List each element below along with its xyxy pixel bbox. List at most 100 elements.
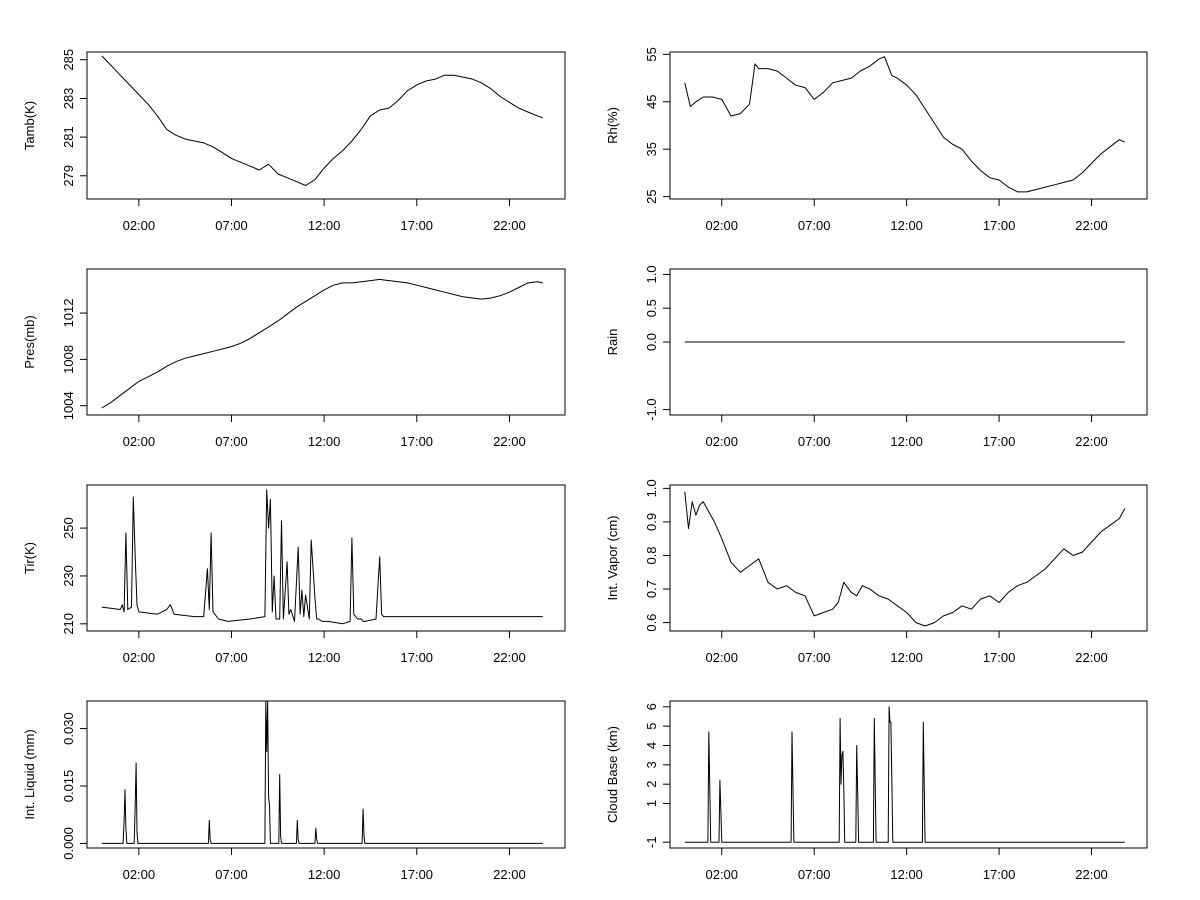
series-line-vapor [684, 491, 1126, 627]
x-tick-label: 12:00 [308, 650, 341, 665]
y-tick-label: 1.0 [644, 479, 659, 497]
panel-tamb: 02:00 07:00 12:00 17:00 22:00 279 281 283 285 Tam… [22, 49, 566, 233]
y-tick-label: 1.0 [644, 265, 659, 283]
y-axis-label: Rain [605, 329, 620, 356]
panel-pres: 02:00 07:00 12:00 17:00 22:00 1004 1008 1012 Pre… [22, 268, 566, 449]
x-tick-label: 22:00 [493, 867, 526, 882]
plot-frame-rh [669, 51, 1148, 200]
series-line-cloud [684, 706, 1125, 843]
y-tick-label: 55 [644, 47, 659, 61]
y-tick-label: 210 [61, 613, 76, 635]
x-tick-label: 07:00 [215, 650, 248, 665]
y-tick-label: -1 [644, 836, 659, 848]
x-tick-label: 02:00 [123, 650, 156, 665]
x-tick-label: 17:00 [983, 650, 1016, 665]
x-tick-label: 12:00 [308, 434, 341, 449]
y-tick-label: 0.000 [61, 827, 76, 860]
series-line-tir [101, 489, 543, 625]
x-tick-label: 07:00 [798, 218, 831, 233]
x-tick-label: 07:00 [798, 434, 831, 449]
y-tick-label: 230 [61, 565, 76, 587]
y-tick-label: -1.0 [644, 398, 659, 420]
x-tick-label: 12:00 [308, 867, 341, 882]
y-axis-label: Cloud Base (km) [605, 726, 620, 823]
x-tick-label: 02:00 [705, 867, 738, 882]
plot-frame-tir [86, 484, 566, 632]
x-tick-label: 17:00 [983, 867, 1016, 882]
y-tick-label: 0.0 [644, 333, 659, 351]
y-tick-label: 0.015 [61, 770, 76, 803]
series-line-pres [101, 278, 543, 409]
plot-frame-liquid [86, 700, 566, 849]
plot-frame-pres [86, 268, 566, 416]
x-tick-label: 22:00 [493, 218, 526, 233]
x-tick-label: 07:00 [215, 218, 248, 233]
plot-frame-tamb [86, 51, 566, 200]
x-tick-label: 17:00 [401, 650, 434, 665]
x-tick-label: 17:00 [401, 434, 434, 449]
y-tick-label: 0.7 [644, 580, 659, 598]
y-tick-label: 279 [61, 165, 76, 187]
x-tick-label: 22:00 [1075, 218, 1108, 233]
y-axis-label: Tir(K) [22, 542, 37, 574]
x-tick-label: 22:00 [1075, 867, 1108, 882]
series-line-rh [684, 56, 1126, 193]
y-tick-label: 2 [644, 781, 659, 788]
y-tick-label: 0.6 [644, 614, 659, 632]
x-tick-label: 02:00 [123, 218, 156, 233]
x-tick-label: 02:00 [705, 650, 738, 665]
y-tick-label: 35 [644, 142, 659, 156]
x-tick-label: 07:00 [798, 650, 831, 665]
y-tick-label: 283 [61, 88, 76, 110]
y-tick-label: 0.030 [61, 712, 76, 745]
y-tick-label: 3 [644, 761, 659, 768]
y-tick-label: 1004 [61, 391, 76, 420]
x-tick-label: 22:00 [1075, 434, 1108, 449]
x-tick-label: 07:00 [215, 434, 248, 449]
y-tick-label: 285 [61, 49, 76, 71]
x-tick-label: 07:00 [798, 867, 831, 882]
y-tick-label: 25 [644, 189, 659, 203]
y-tick-label: 250 [61, 517, 76, 539]
x-tick-label: 17:00 [983, 434, 1016, 449]
x-tick-label: 22:00 [493, 650, 526, 665]
x-tick-label: 22:00 [493, 434, 526, 449]
x-tick-label: 12:00 [890, 867, 923, 882]
panel-rain: 02:00 07:00 12:00 17:00 22:00 -1.0 0.0 0.5 1.0 Ra… [605, 265, 1148, 449]
x-tick-label: 17:00 [983, 218, 1016, 233]
y-tick-label: 0.9 [644, 513, 659, 531]
y-axis-label: Tamb(K) [22, 101, 37, 150]
y-axis-label: Rh(%) [605, 107, 620, 144]
series-line-liquid [101, 701, 543, 844]
panel-vapor: 02:00 07:00 12:00 17:00 22:00 0.6 0.7 0.8 0.9 1.0… [605, 479, 1148, 665]
x-tick-label: 17:00 [401, 867, 434, 882]
panel-tir: 02:00 07:00 12:00 17:00 22:00 210 230 250 Tir(K) [22, 484, 566, 665]
x-tick-label: 12:00 [308, 218, 341, 233]
y-tick-label: 0.5 [644, 299, 659, 317]
y-tick-label: 1008 [61, 345, 76, 374]
y-tick-label: 1012 [61, 299, 76, 328]
panel-rh: 02:00 07:00 12:00 17:00 22:00 25 35 45 55 Rh(%) [605, 47, 1148, 233]
y-axis-label: Int. Liquid (mm) [22, 729, 37, 819]
y-tick-label: 45 [644, 95, 659, 109]
y-tick-label: 4 [644, 742, 659, 749]
y-axis-label: Pres(mb) [22, 315, 37, 368]
x-tick-label: 12:00 [890, 434, 923, 449]
y-tick-label: 0.8 [644, 546, 659, 564]
panel-liquid: 02:00 07:00 12:00 17:00 22:00 0.000 0.015 0.030… [22, 700, 566, 882]
y-tick-label: 281 [61, 126, 76, 148]
plot-frame-cloud [669, 700, 1148, 849]
y-tick-label: 5 [644, 723, 659, 730]
panel-cloud: 02:00 07:00 12:00 17:00 22:00 -1 1 2 3 4 5 6 Cloud B… [605, 700, 1148, 882]
panels: 02:00 07:00 12:00 17:00 22:00 279 281 283 285 Tam… [22, 47, 1148, 882]
x-tick-label: 07:00 [215, 867, 248, 882]
x-tick-label: 12:00 [890, 218, 923, 233]
x-tick-label: 12:00 [890, 650, 923, 665]
y-tick-label: 6 [644, 703, 659, 710]
series-line-tamb [101, 55, 543, 186]
y-tick-label: 1 [644, 800, 659, 807]
x-tick-label: 02:00 [123, 434, 156, 449]
x-tick-label: 22:00 [1075, 650, 1108, 665]
